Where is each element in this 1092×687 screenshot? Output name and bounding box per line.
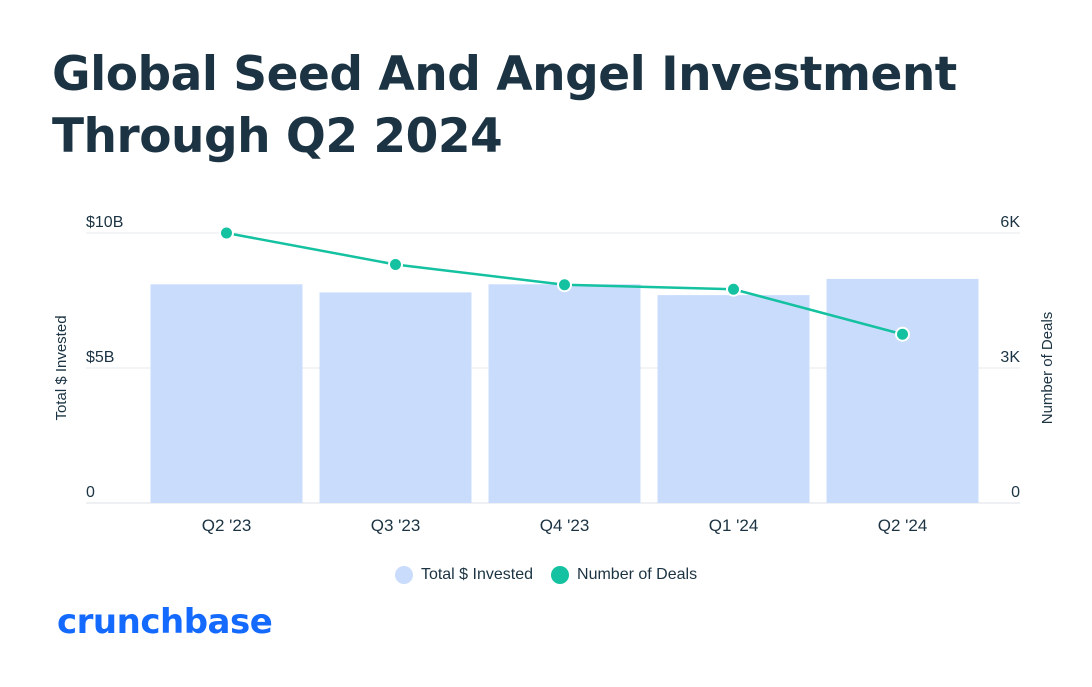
bar-5[interactable]: [826, 278, 979, 503]
legend-label-deals: Number of Deals: [577, 566, 698, 583]
deals-point-4[interactable]: [726, 281, 741, 297]
bar-series: [150, 278, 979, 503]
y-right-tick-label: 3K: [1000, 349, 1020, 366]
y-left-axis-title: Total $ Invested: [53, 315, 70, 420]
bar-3[interactable]: [488, 284, 641, 503]
legend-label-invested: Total $ Invested: [420, 566, 534, 583]
bar-1[interactable]: [150, 284, 303, 503]
legend-item-deals[interactable]: Number of Deals: [551, 566, 697, 584]
line-series: [219, 225, 910, 342]
bar-2[interactable]: [319, 292, 472, 503]
chart-title-line-2: Through Q2 2024: [52, 109, 503, 164]
x-tick-label: Q1 '24: [709, 516, 759, 535]
crunchbase-logo: crunchbase: [57, 602, 273, 642]
chart-title: Global Seed And Angel Investment Through…: [52, 44, 1052, 168]
legend: Total $ Invested Number of Deals: [0, 566, 1092, 584]
y-left-tick-label: 0: [86, 484, 95, 501]
axis-labels: 0 $5B $10B 0 3K 6K Total $ Invested Number of D…: [53, 214, 1056, 535]
x-tick-label: Q3 '23: [371, 516, 421, 535]
legend-item-invested[interactable]: Total $ Invested: [394, 566, 534, 584]
legend-swatch-invested-icon: [394, 566, 413, 584]
y-left-tick-label: $10B: [86, 214, 123, 231]
y-right-axis-title: Number of Deals: [1039, 312, 1056, 425]
legend-swatch-deals-icon: [551, 566, 570, 584]
deals-point-5[interactable]: [895, 326, 910, 342]
deals-point-1[interactable]: [219, 225, 234, 241]
chart-title-line-1: Global Seed And Angel Investment: [52, 47, 957, 102]
x-tick-label: Q2 '23: [202, 516, 252, 535]
y-left-tick-label: $5B: [86, 349, 114, 366]
x-tick-label: Q2 '24: [878, 516, 928, 535]
y-right-tick-label: 6K: [1000, 214, 1020, 231]
y-right-tick-label: 0: [1011, 484, 1020, 501]
bar-4[interactable]: [657, 295, 810, 503]
x-tick-label: Q4 '23: [540, 516, 590, 535]
deals-point-3[interactable]: [557, 277, 572, 293]
deals-point-2[interactable]: [388, 257, 403, 272]
